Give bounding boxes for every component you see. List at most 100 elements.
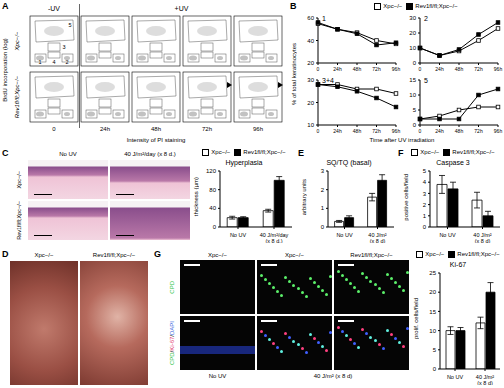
- svg-text:20: 20: [429, 289, 436, 295]
- svg-text:30: 30: [307, 77, 314, 83]
- svg-text:0: 0: [213, 224, 217, 230]
- html-text:E: E: [298, 148, 304, 158]
- svg-text:96h: 96h: [392, 128, 401, 134]
- svg-text:1: 1: [423, 213, 427, 219]
- svg-text:72h: 72h: [372, 128, 381, 134]
- html-text:Xpc−/−: Xpc−/−: [16, 170, 22, 189]
- svg-text:0: 0: [317, 66, 320, 72]
- svg-text:24h: 24h: [333, 128, 342, 134]
- svg-text:96h: 96h: [494, 66, 503, 72]
- svg-text:48h: 48h: [151, 126, 161, 132]
- html-text:Xpc−/−: Xpc−/−: [383, 3, 403, 9]
- svg-text:0: 0: [317, 128, 320, 134]
- svg-text:40 J/m²(x 8 d): 40 J/m²(x 8 d): [476, 374, 495, 385]
- html-text:% of total keratinocytes: % of total keratinocytes: [290, 43, 297, 105]
- svg-text:3: 3: [423, 191, 427, 197]
- svg-text:24h: 24h: [100, 126, 110, 132]
- svg-text:40 J/m²/day(x 8 d.): 40 J/m²/day(x 8 d.): [260, 232, 289, 243]
- svg-text:No UV: No UV: [336, 232, 353, 238]
- svg-text:0: 0: [419, 66, 422, 72]
- svg-text:3: 3: [321, 168, 325, 174]
- html-text:Rev1fl/fl;Xpc−/−: Rev1fl/fl;Xpc−/−: [16, 201, 22, 240]
- svg-text:5: 5: [423, 168, 427, 174]
- svg-text:0: 0: [52, 126, 56, 132]
- svg-text:0: 0: [413, 122, 417, 128]
- svg-text:5: 5: [433, 347, 437, 353]
- svg-text:48h: 48h: [353, 128, 362, 134]
- html-text:Hyperplasia: Hyperplasia: [225, 159, 263, 166]
- html-text:Rev1fl/fl;Xpc−/−: Rev1fl/fl;Xpc−/−: [415, 3, 458, 9]
- svg-text:40: 40: [307, 38, 314, 44]
- svg-text:0: 0: [433, 366, 437, 372]
- svg-text:96h: 96h: [392, 66, 401, 72]
- svg-text:+UV: +UV: [175, 5, 189, 12]
- svg-text:0: 0: [413, 60, 417, 66]
- svg-text:48h: 48h: [455, 128, 464, 134]
- svg-text:Xpc−/−: Xpc−/−: [14, 31, 20, 52]
- html-text:D: D: [2, 249, 9, 259]
- svg-text:20: 20: [307, 60, 314, 66]
- html-text:Time after UV irradiation: Time after UV irradiation: [369, 137, 435, 143]
- svg-text:No UV: No UV: [439, 232, 456, 238]
- html-text:Xpc−/−: Xpc−/−: [211, 149, 231, 155]
- html-text:Rev1fl/fl;Xpc−/−: Rev1fl/fl;Xpc−/−: [243, 149, 286, 155]
- html-text:A: A: [2, 1, 9, 11]
- svg-text:15: 15: [409, 77, 416, 83]
- svg-text:No UV: No UV: [230, 232, 247, 238]
- html-text:Ki-67: Ki-67: [449, 261, 467, 268]
- svg-text:2: 2: [65, 59, 68, 65]
- svg-text:30: 30: [409, 15, 416, 21]
- svg-text:20: 20: [307, 100, 314, 106]
- svg-text:0: 0: [419, 128, 422, 134]
- svg-text:25: 25: [429, 270, 436, 276]
- html-text:3+4: 3+4: [322, 77, 334, 84]
- svg-text:48h: 48h: [353, 66, 362, 72]
- svg-text:40 J/m²(x 8 d): 40 J/m²(x 8 d): [368, 232, 387, 243]
- svg-text:72h: 72h: [372, 66, 381, 72]
- svg-text:Intensity of PI staining: Intensity of PI staining: [127, 137, 186, 143]
- svg-text:120: 120: [206, 168, 217, 174]
- svg-text:4: 4: [52, 59, 55, 65]
- svg-text:72h: 72h: [474, 66, 483, 72]
- html-text:No UV: No UV: [59, 151, 77, 157]
- svg-text:3: 3: [62, 44, 65, 50]
- svg-text:2: 2: [321, 187, 325, 193]
- svg-text:80: 80: [209, 187, 216, 193]
- svg-text:15: 15: [429, 309, 436, 315]
- svg-text:24h: 24h: [435, 128, 444, 134]
- html-text:40 J/m²/day (x 8 d.): 40 J/m²/day (x 8 d.): [124, 151, 176, 157]
- svg-text:72h: 72h: [474, 128, 483, 134]
- svg-text:1: 1: [38, 59, 41, 65]
- svg-text:5: 5: [413, 107, 417, 113]
- svg-text:-UV: -UV: [48, 5, 60, 12]
- svg-text:0: 0: [321, 224, 325, 230]
- svg-text:96h: 96h: [494, 128, 503, 134]
- svg-text:10: 10: [429, 328, 436, 334]
- svg-text:96h: 96h: [253, 126, 263, 132]
- html-text:thickness (µm): thickness (µm): [193, 177, 199, 217]
- svg-text:No UV: No UV: [447, 374, 464, 380]
- svg-text:1: 1: [321, 205, 325, 211]
- svg-text:20: 20: [409, 30, 416, 36]
- svg-text:40: 40: [209, 205, 216, 211]
- svg-text:40 J/m²(x 8 d): 40 J/m²(x 8 d): [473, 232, 492, 243]
- html-text:Caspase 3: Caspase 3: [436, 159, 470, 166]
- svg-text:2: 2: [423, 202, 427, 208]
- svg-text:60: 60: [307, 15, 314, 21]
- svg-text:BrdU incorporation (log): BrdU incorporation (log): [2, 38, 8, 102]
- svg-text:72h: 72h: [202, 126, 212, 132]
- svg-text:48h: 48h: [455, 66, 464, 72]
- svg-text:5: 5: [68, 22, 71, 28]
- svg-text:10: 10: [307, 122, 314, 128]
- svg-text:10: 10: [409, 45, 416, 51]
- svg-text:10: 10: [409, 92, 416, 98]
- svg-text:0: 0: [423, 224, 427, 230]
- html-text:C: C: [2, 148, 9, 158]
- html-text:SQ/TQ (basal): SQ/TQ (basal): [326, 159, 372, 166]
- html-text:G: G: [154, 249, 161, 259]
- svg-text:24h: 24h: [333, 66, 342, 72]
- html-text:B: B: [290, 1, 297, 11]
- svg-text:Rev1fl/fl;Xpc−/−: Rev1fl/fl;Xpc−/−: [14, 75, 20, 118]
- svg-text:24h: 24h: [435, 66, 444, 72]
- svg-text:4: 4: [423, 179, 427, 185]
